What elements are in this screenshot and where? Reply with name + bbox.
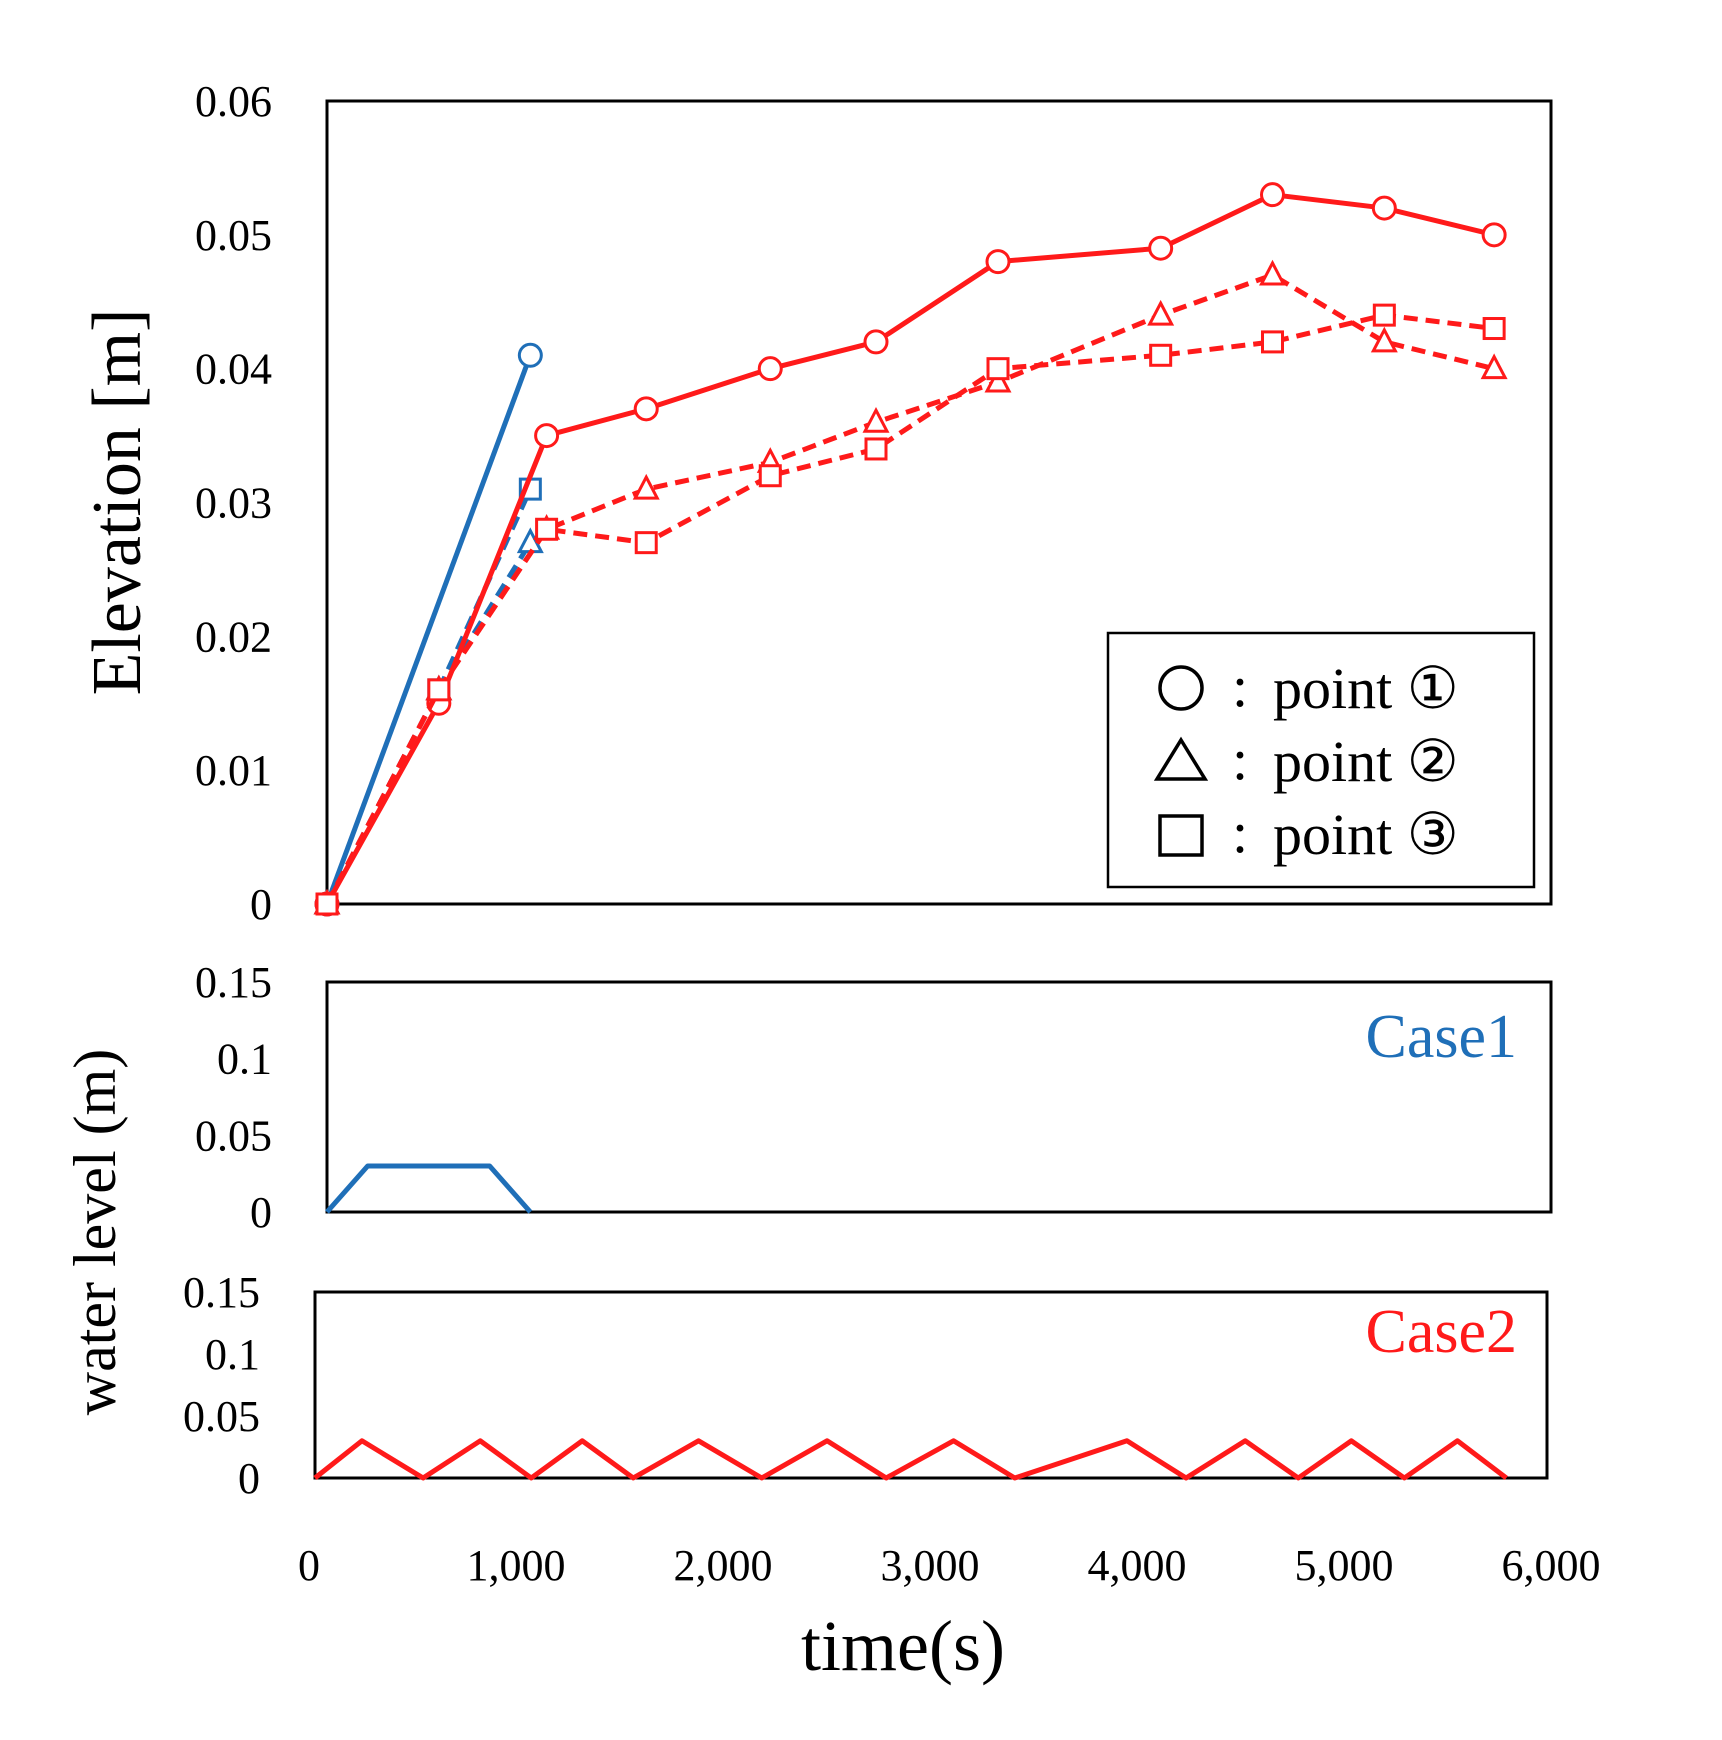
legend-colon: : (1232, 654, 1248, 719)
square-marker (427, 678, 451, 702)
x-tick-label: 4,000 (1088, 1541, 1187, 1590)
triangle-marker (1480, 353, 1508, 380)
elevation-chart: Elevation [m] 00.010.020.030.040.050.06 … (79, 77, 1553, 929)
x-tick-label: 0 (298, 1541, 320, 1590)
x-tick-label: 5,000 (1295, 1541, 1394, 1590)
circle-marker (517, 342, 543, 368)
x-axis-ticks: 0 1,000 2,000 3,000 4,000 5,000 6,000 (298, 1541, 1601, 1590)
elevation-y-tick-label: 0.06 (195, 77, 272, 126)
case1-y-tick-label: 0 (250, 1188, 272, 1237)
square-marker (758, 464, 782, 488)
case2-square-series (315, 303, 1506, 916)
x-tick-label: 3,000 (881, 1541, 980, 1590)
series-line (324, 541, 533, 906)
square-marker (1372, 303, 1396, 327)
case2-y-tick-label: 0.15 (183, 1268, 260, 1317)
case1-y-tick-label: 0.05 (195, 1111, 272, 1160)
case1-water-level-line (325, 1163, 533, 1214)
case1-y-tick-label: 0.15 (195, 958, 272, 1007)
square-marker (864, 437, 888, 461)
legend-label-point-2: point ② (1273, 729, 1459, 794)
circle-marker (534, 423, 560, 449)
legend-square-icon (1158, 814, 1204, 857)
circle-marker (1481, 222, 1507, 248)
square-marker (1261, 330, 1284, 354)
elevation-y-tick-label: 0 (250, 880, 272, 929)
elevation-plot-frame (325, 99, 1553, 906)
elevation-y-tick-label: 0.04 (195, 345, 272, 394)
legend-colon: : (1232, 727, 1248, 792)
series-line (324, 312, 1495, 906)
case2-label: Case2 (1365, 1298, 1517, 1366)
circle-marker (1371, 195, 1397, 221)
square-marker (1482, 317, 1506, 341)
circle-marker (1148, 235, 1174, 261)
elevation-y-tick-label: 0.05 (195, 211, 272, 260)
case1-water-level-chart: Case1 0 0.05 0.1 0.15 (195, 958, 1553, 1237)
circle-marker (757, 356, 783, 382)
triangle-marker (1259, 259, 1286, 286)
x-axis-title: time(s) (801, 1606, 1005, 1686)
case2-water-level-chart: Case2 0 0.05 0.1 0.15 (183, 1268, 1549, 1503)
elevation-y-axis-title: Elevation [m] (79, 309, 156, 696)
legend-triangle-icon (1153, 736, 1209, 781)
square-marker (535, 517, 559, 541)
triangle-marker (862, 406, 890, 433)
triangle-marker (1147, 299, 1175, 326)
x-tick-label: 1,000 (467, 1541, 566, 1590)
square-marker (634, 531, 658, 555)
circle-marker (1260, 182, 1285, 208)
water-level-y-axis-title: water level (m) (62, 1049, 128, 1415)
case1-y-tick-label: 0.1 (217, 1035, 272, 1084)
legend-label-point-3: point ③ (1273, 802, 1459, 867)
case2-y-tick-label: 0.1 (205, 1330, 260, 1379)
case1-plot-frame (325, 980, 1553, 1214)
circle-marker (863, 329, 889, 355)
case2-y-tick-label: 0.05 (183, 1392, 260, 1441)
elevation-y-tick-label: 0.02 (195, 612, 272, 661)
triangle-marker (984, 366, 1012, 393)
legend-label-point-1: point ① (1273, 656, 1459, 721)
circle-marker (985, 249, 1011, 275)
square-marker (315, 892, 339, 916)
legend: : point ① : point ② : point ③ (1106, 631, 1536, 889)
circle-marker (633, 396, 659, 422)
triangle-marker (632, 473, 660, 500)
case2-y-tick-label: 0 (238, 1454, 260, 1503)
legend-colon: : (1232, 800, 1248, 865)
triangle-marker (1370, 326, 1398, 353)
case1-circle-series (314, 342, 543, 917)
legend-circle-icon (1158, 665, 1204, 711)
x-tick-label: 2,000 (674, 1541, 773, 1590)
case2-water-level-line (313, 1438, 1508, 1481)
case1-label: Case1 (1365, 1003, 1517, 1071)
elevation-y-tick-label: 0.01 (195, 746, 272, 795)
elevation-y-tick-label: 0.03 (195, 479, 272, 528)
square-marker (1149, 343, 1173, 367)
series-line (324, 354, 533, 905)
square-marker (986, 357, 1010, 381)
x-tick-label: 6,000 (1502, 1541, 1601, 1590)
case2-plot-frame (313, 1290, 1549, 1480)
legend-box (1106, 631, 1536, 889)
